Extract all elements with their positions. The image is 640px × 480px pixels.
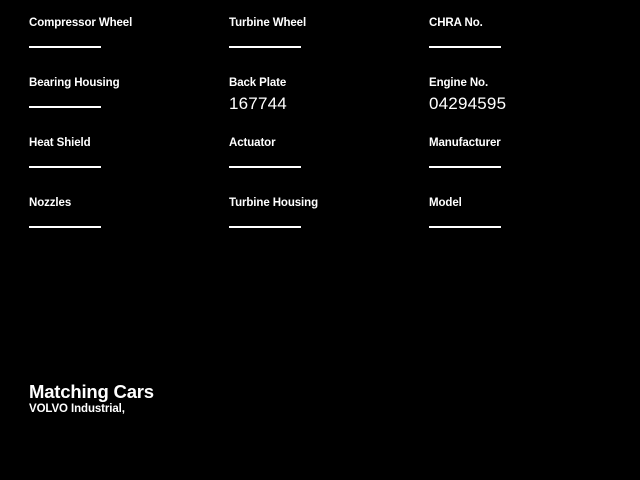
spec-label: Bearing Housing [29,77,120,89]
spec-field-turbine-wheel[interactable]: Turbine Wheel [229,16,419,48]
spec-field-turbine-housing[interactable]: Turbine Housing [229,196,419,228]
spec-label: Nozzles [29,197,72,209]
matching-cars-section: Matching Cars VOLVO Industrial, [29,381,589,416]
spec-underline [229,46,301,48]
spec-underline [229,166,301,168]
spec-field-engine-no[interactable]: Engine No. 04294595 [429,76,619,113]
spec-label: Actuator [229,137,276,149]
spec-underline [429,166,501,168]
spec-value: 167744 [229,94,287,113]
spec-label: Engine No. [429,77,489,89]
spec-label: Turbine Housing [229,197,319,209]
spec-field-chra-no[interactable]: CHRA No. [429,16,619,48]
spec-value: 04294595 [429,94,507,113]
specification-grid: Compressor Wheel Bearing Housing Heat Sh… [29,16,619,228]
spec-label: Manufacturer [429,137,501,149]
spec-label: Heat Shield [29,137,91,149]
spec-underline [229,226,301,228]
spec-label: Back Plate [229,77,287,89]
spec-label: Model [429,197,462,209]
spec-field-nozzles[interactable]: Nozzles [29,196,219,228]
spec-underline [29,46,101,48]
spec-field-bearing-housing[interactable]: Bearing Housing [29,76,219,108]
spec-underline [429,46,501,48]
spec-label: Turbine Wheel [229,17,307,29]
spec-field-model[interactable]: Model [429,196,619,228]
spec-underline [29,226,101,228]
spec-label: Compressor Wheel [29,17,133,29]
spec-underline [29,166,101,168]
matching-cars-list: VOLVO Industrial, [29,403,125,415]
spec-field-manufacturer[interactable]: Manufacturer [429,136,619,168]
spec-field-back-plate[interactable]: Back Plate 167744 [229,76,419,113]
matching-cars-title: Matching Cars [29,381,154,402]
spec-field-heat-shield[interactable]: Heat Shield [29,136,219,168]
spec-underline [429,226,501,228]
spec-underline [29,106,101,108]
spec-field-actuator[interactable]: Actuator [229,136,419,168]
spec-label: CHRA No. [429,17,483,29]
spec-field-compressor-wheel[interactable]: Compressor Wheel [29,16,219,48]
